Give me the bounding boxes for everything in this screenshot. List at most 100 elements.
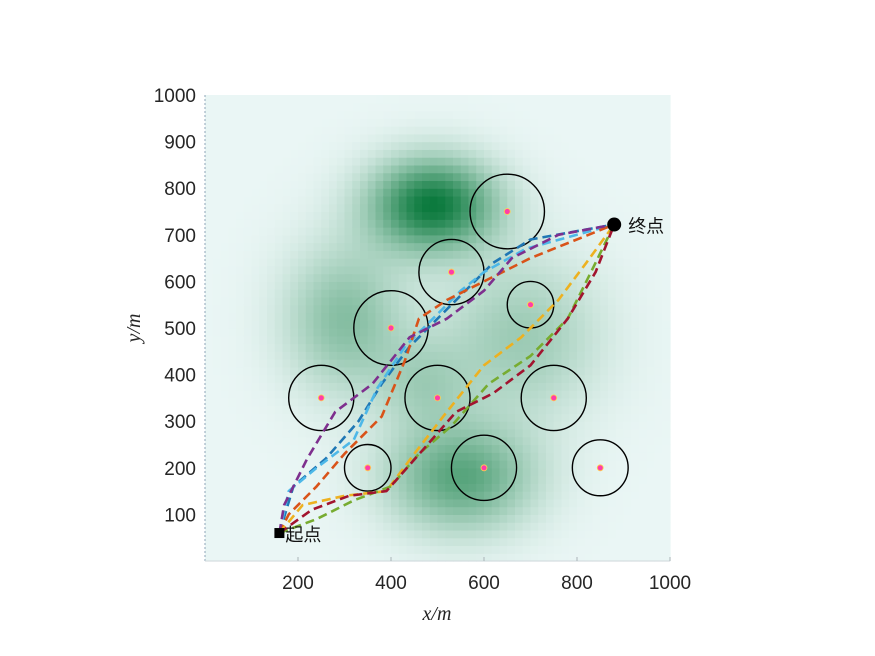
heatmap-cell bbox=[484, 467, 493, 477]
heatmap-cell bbox=[530, 475, 539, 484]
heatmap-cell bbox=[422, 133, 431, 143]
heatmap-cell bbox=[530, 188, 539, 197]
heatmap-cell bbox=[383, 126, 392, 135]
heatmap-cell bbox=[344, 258, 353, 267]
heatmap-cell bbox=[236, 390, 245, 399]
heatmap-cell bbox=[406, 328, 415, 337]
heatmap-cell bbox=[336, 374, 346, 383]
heatmap-cell bbox=[251, 141, 260, 150]
heatmap-cell bbox=[422, 483, 431, 492]
x-tick-label: 400 bbox=[375, 573, 407, 594]
heatmap-cell bbox=[639, 118, 648, 127]
heatmap-cell bbox=[352, 102, 361, 112]
heatmap-cell bbox=[631, 413, 640, 422]
heatmap-cell bbox=[422, 250, 431, 259]
heatmap-cell bbox=[561, 203, 570, 213]
heatmap-cell bbox=[484, 164, 493, 174]
heatmap-cell bbox=[298, 219, 307, 228]
heatmap-cell bbox=[515, 203, 524, 213]
heatmap-cell bbox=[546, 95, 555, 104]
heatmap-cell bbox=[360, 452, 369, 461]
heatmap-cell bbox=[383, 506, 392, 515]
heatmap-cell bbox=[313, 467, 322, 477]
heatmap-cell bbox=[321, 312, 330, 321]
heatmap-cell bbox=[391, 460, 400, 469]
heatmap-cell bbox=[476, 320, 485, 329]
heatmap-cell bbox=[398, 444, 408, 453]
heatmap-cell bbox=[422, 506, 431, 515]
heatmap-cell bbox=[639, 390, 648, 399]
heatmap-cell bbox=[282, 133, 291, 143]
heatmap-cell bbox=[383, 382, 392, 391]
heatmap-cell bbox=[251, 483, 260, 492]
heatmap-cell bbox=[631, 242, 640, 251]
heatmap-cell bbox=[383, 172, 392, 182]
heatmap-cell bbox=[577, 258, 586, 267]
heatmap-cell bbox=[406, 475, 415, 484]
heatmap-cell bbox=[344, 234, 353, 244]
heatmap-cell bbox=[631, 436, 640, 446]
heatmap-cell bbox=[205, 483, 214, 492]
heatmap-cell bbox=[577, 421, 586, 430]
heatmap-cell bbox=[654, 265, 663, 275]
heatmap-cell bbox=[639, 195, 648, 205]
heatmap-cell bbox=[515, 195, 524, 205]
heatmap-cell bbox=[344, 421, 353, 430]
heatmap-cell bbox=[569, 374, 578, 383]
heatmap-cell bbox=[429, 304, 439, 314]
heatmap-cell bbox=[422, 219, 431, 228]
heatmap-cell bbox=[282, 211, 291, 220]
heatmap-cell bbox=[530, 289, 539, 298]
heatmap-cell bbox=[236, 234, 245, 244]
heatmap-cell bbox=[608, 374, 617, 383]
heatmap-cell bbox=[383, 265, 392, 275]
heatmap-cell bbox=[608, 483, 617, 492]
heatmap-cell bbox=[631, 553, 640, 562]
heatmap-cell bbox=[515, 328, 524, 337]
heatmap-cell bbox=[491, 328, 501, 337]
heatmap-cell bbox=[546, 188, 555, 197]
heatmap-cell bbox=[662, 133, 671, 143]
heatmap-cell bbox=[553, 203, 563, 213]
heatmap-cell bbox=[336, 102, 346, 112]
heatmap-cell bbox=[538, 133, 547, 143]
heatmap-cell bbox=[259, 545, 268, 554]
heatmap-cell bbox=[515, 537, 524, 547]
heatmap-cell bbox=[259, 553, 268, 562]
heatmap-cell bbox=[538, 444, 547, 453]
heatmap-cell bbox=[561, 273, 570, 282]
heatmap-cell bbox=[267, 133, 276, 143]
heatmap-cell bbox=[476, 227, 485, 236]
heatmap-cell bbox=[476, 188, 485, 197]
heatmap-cell bbox=[398, 491, 408, 500]
heatmap-cell bbox=[460, 234, 470, 244]
heatmap-cell bbox=[499, 141, 508, 150]
heatmap-cell bbox=[236, 382, 245, 391]
heatmap-cell bbox=[453, 211, 462, 220]
heatmap-cell bbox=[530, 498, 539, 508]
heatmap-cell bbox=[274, 382, 284, 391]
heatmap-cell bbox=[305, 335, 315, 345]
heatmap-cell bbox=[243, 141, 253, 150]
heatmap-cell bbox=[561, 227, 570, 236]
heatmap-cell bbox=[662, 265, 671, 275]
heatmap-cell bbox=[344, 281, 353, 290]
heatmap-cell bbox=[445, 149, 454, 158]
y-tick-label: 700 bbox=[164, 226, 196, 247]
heatmap-cell bbox=[220, 141, 229, 150]
heatmap-cell bbox=[584, 452, 594, 461]
heatmap-cell bbox=[282, 483, 291, 492]
heatmap-cell bbox=[530, 320, 539, 329]
heatmap-cell bbox=[553, 436, 563, 446]
heatmap-cell bbox=[313, 149, 322, 158]
heatmap-cell bbox=[422, 141, 431, 150]
heatmap-cell bbox=[352, 405, 361, 415]
heatmap-cell bbox=[453, 296, 462, 306]
heatmap-cell bbox=[515, 234, 524, 244]
heatmap-cell bbox=[662, 452, 671, 461]
heatmap-cell bbox=[584, 250, 594, 259]
heatmap-cell bbox=[398, 514, 408, 523]
heatmap-cell bbox=[414, 219, 423, 228]
heatmap-cell bbox=[274, 475, 284, 484]
heatmap-cell bbox=[623, 188, 632, 197]
